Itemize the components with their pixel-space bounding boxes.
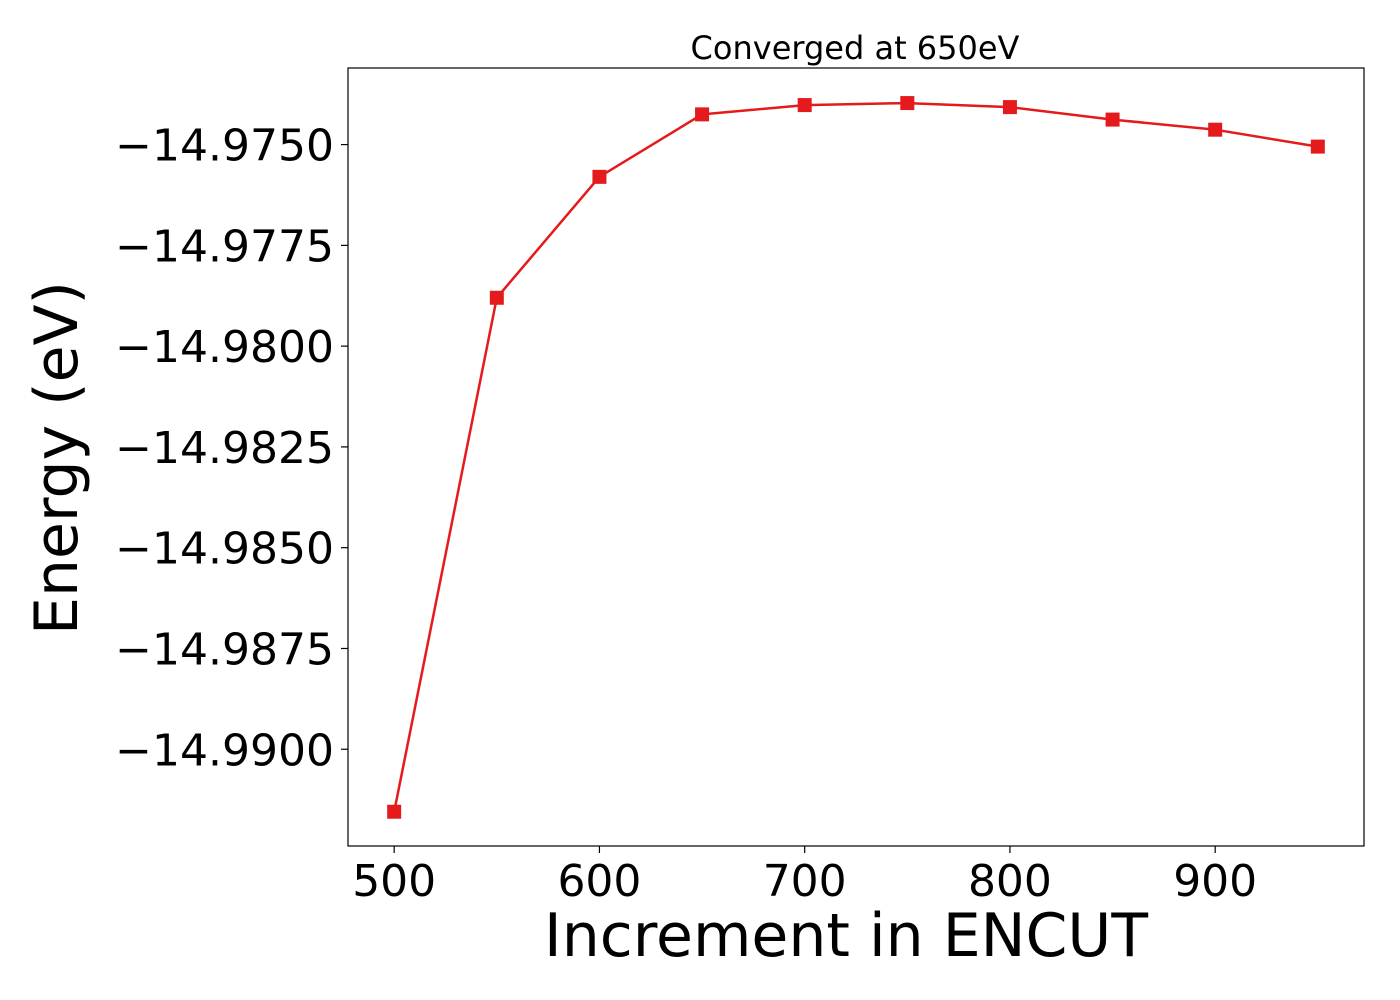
chart-title: Converged at 650eV: [691, 29, 1020, 67]
data-point-marker: [1002, 100, 1017, 115]
y-tick-label: −14.9850: [115, 524, 334, 575]
x-tick-label: 500: [352, 856, 436, 907]
data-point-marker: [592, 169, 607, 184]
data-point-marker: [695, 107, 710, 122]
data-point-marker: [1208, 122, 1223, 137]
data-point-marker: [387, 804, 402, 819]
x-tick-label: 700: [763, 856, 847, 907]
x-axis-ticks: 500 600 700 800 900: [352, 846, 1257, 907]
y-axis-ticks: −14.9750 −14.9775 −14.9800 −14.9825 −14.9850…: [115, 121, 348, 776]
data-point-marker: [1105, 112, 1120, 127]
data-point-marker: [1310, 139, 1325, 154]
y-tick-label: −14.9800: [115, 322, 334, 373]
series-line: [392, 101, 1319, 812]
y-tick-label: −14.9875: [115, 624, 334, 675]
y-tick-label: −14.9775: [115, 221, 334, 272]
plot-area-border: [347, 67, 1365, 847]
y-tick-label: −14.9825: [115, 423, 334, 474]
x-tick-label: 900: [1173, 856, 1257, 907]
series-energy: [387, 96, 1325, 819]
data-point-marker: [900, 96, 915, 111]
y-tick-label: −14.9900: [115, 725, 334, 776]
x-axis-label: Increment in ENCUT: [544, 901, 1148, 971]
plot-frame: [347, 67, 1365, 847]
y-axis-label: Energy (eV): [22, 281, 92, 635]
x-tick-label: 600: [557, 856, 641, 907]
y-tick-label: −14.9750: [115, 121, 334, 172]
x-tick-label: 800: [968, 856, 1052, 907]
data-point-marker: [489, 290, 504, 305]
data-point-marker: [797, 98, 812, 113]
